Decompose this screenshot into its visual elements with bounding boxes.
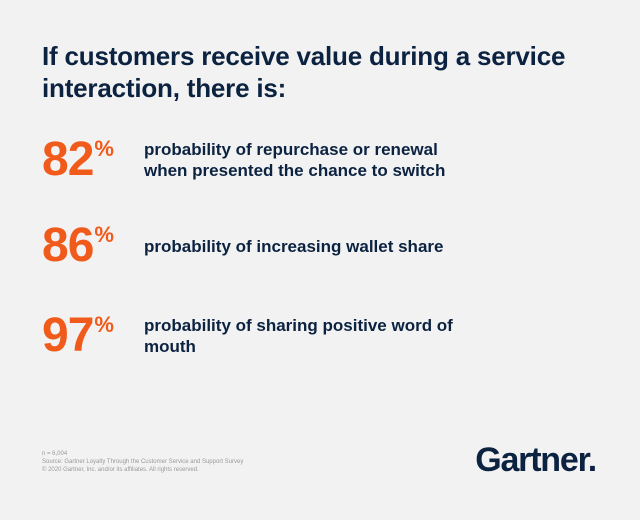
stat-description: probability of sharing positive word of … bbox=[144, 316, 453, 356]
stat-number: 97 bbox=[42, 309, 94, 362]
stat-figure: 82 % bbox=[42, 136, 142, 184]
stat-description: probability of repurchase or renewal whe… bbox=[144, 140, 446, 180]
footnote-copyright: © 2020 Gartner, Inc. and/or its affiliat… bbox=[42, 467, 199, 473]
stat-percent-sign: % bbox=[94, 136, 114, 161]
logo-dot: . bbox=[587, 441, 597, 479]
stat-description: probability of increasing wallet share bbox=[144, 236, 444, 256]
stat-percent-sign: % bbox=[94, 312, 114, 337]
stat-word-of-mouth: 97 % probability of sharing positive wor… bbox=[42, 312, 602, 360]
gartner-logo: Gartner. bbox=[475, 441, 597, 479]
footnote-source: Source: Gartner Loyalty Through the Cust… bbox=[42, 459, 244, 465]
stat-percent-sign: % bbox=[94, 222, 114, 247]
stat-figure: 97 % bbox=[42, 312, 142, 360]
headline: If customers receive value during a serv… bbox=[42, 41, 566, 103]
stat-figure: 86 % bbox=[42, 222, 142, 270]
stat-number: 82 bbox=[42, 133, 94, 186]
footnote: n = 6,004 Source: Gartner Loyalty Throug… bbox=[42, 450, 243, 474]
stat-repurchase: 82 % probability of repurchase or renewa… bbox=[42, 136, 602, 184]
stat-wallet-share: 86 % probability of increasing wallet sh… bbox=[42, 222, 602, 270]
footnote-sample-size: n = 6,004 bbox=[42, 451, 68, 457]
logo-wordmark: Gartner bbox=[475, 441, 589, 479]
stat-number: 86 bbox=[42, 219, 94, 272]
